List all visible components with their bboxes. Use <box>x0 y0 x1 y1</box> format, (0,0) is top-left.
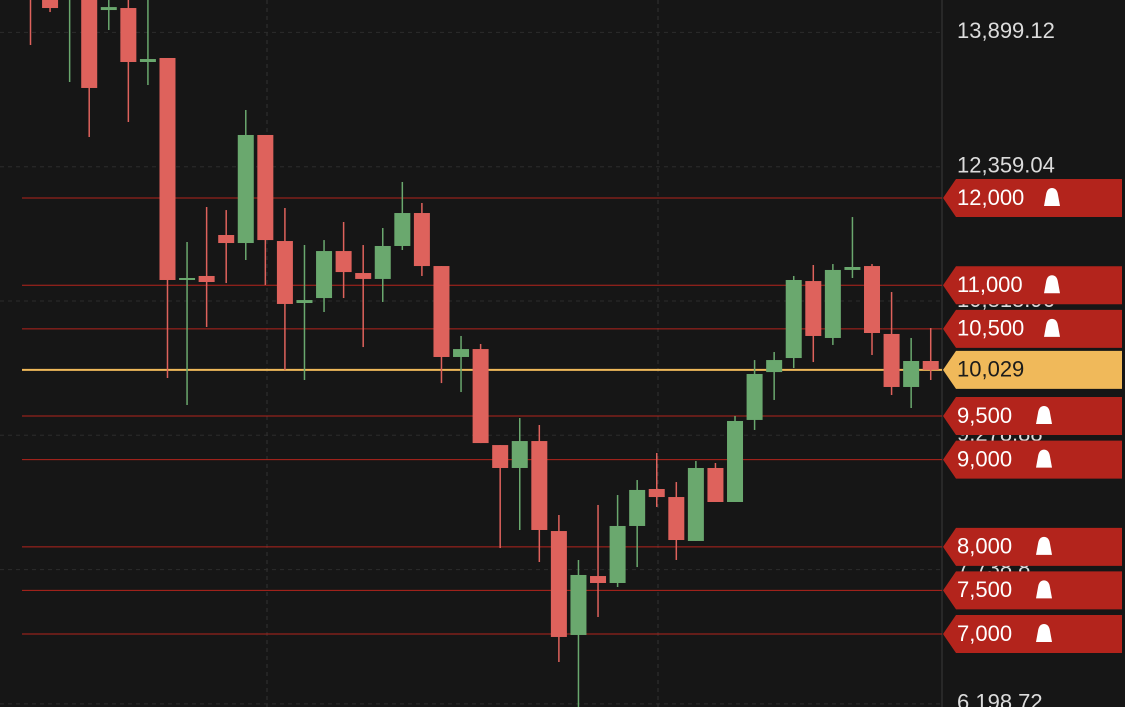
candle-body <box>296 300 313 304</box>
alert-badge <box>943 527 1122 566</box>
alert-label: 10,500 <box>957 316 1024 341</box>
alert-label: 9,000 <box>957 446 1012 471</box>
candle-body <box>785 279 802 359</box>
candle-body <box>570 574 587 635</box>
alert-label: 11,000 <box>957 272 1023 297</box>
bell-icon <box>1044 275 1060 294</box>
candle-body <box>81 0 98 88</box>
candle-body <box>824 269 841 338</box>
candle-body <box>42 0 59 9</box>
candle-body <box>316 251 333 299</box>
alert-badge <box>943 309 1122 348</box>
candle-body <box>492 445 509 468</box>
y-tick-label: 13,899.12 <box>957 18 1055 43</box>
candle-body <box>844 266 861 270</box>
candle-body <box>198 275 215 282</box>
candle-body <box>609 525 626 584</box>
candle-body <box>707 467 724 502</box>
alert-badge <box>943 266 1122 305</box>
candle-body <box>922 360 939 370</box>
candle-body <box>531 441 548 530</box>
candle-body <box>355 273 372 279</box>
alert-label: 7,500 <box>957 577 1012 602</box>
bell-icon <box>1044 188 1060 207</box>
candle-body <box>648 489 665 498</box>
candle-body <box>257 134 274 241</box>
candle-body <box>276 241 293 304</box>
alert-badge <box>943 179 1122 218</box>
candle-body <box>883 333 900 387</box>
bell-icon <box>1036 406 1052 425</box>
candle-body <box>805 281 822 336</box>
candle-body <box>179 277 196 280</box>
bell-icon <box>1036 536 1052 555</box>
alert-badge <box>943 440 1122 479</box>
bell-icon <box>1036 580 1052 599</box>
candle-body <box>727 420 744 502</box>
candles <box>29 0 939 707</box>
candle-body <box>903 360 920 387</box>
candle-body <box>453 349 470 357</box>
candle-body <box>139 59 156 62</box>
candle-body <box>413 213 430 267</box>
candle-body <box>864 266 881 334</box>
alert-label: 9,500 <box>957 403 1012 428</box>
y-tick-label: 6,198.72 <box>957 690 1043 707</box>
candle-body <box>550 531 567 637</box>
candle-body <box>159 57 176 280</box>
alert-label: 7,000 <box>957 621 1012 646</box>
candle-body <box>237 134 254 244</box>
candle-body <box>433 266 450 357</box>
candle-body <box>511 441 528 468</box>
candle-body <box>629 489 646 526</box>
alert-badge <box>943 397 1122 436</box>
bell-icon <box>1036 449 1052 468</box>
candle-body <box>335 251 352 273</box>
last-price-label: 10,029 <box>957 357 1024 382</box>
candle-body <box>590 576 607 584</box>
candle-body <box>472 349 489 444</box>
candle-body <box>766 360 783 373</box>
candle-body <box>746 373 763 420</box>
candle-body <box>218 234 235 244</box>
price-badges: 12,000 11,000 10,500 9,500 9,000 8,000 7,500 7,… <box>943 179 1122 654</box>
alert-badge <box>943 571 1122 610</box>
candle-body <box>120 8 137 62</box>
grid-layer <box>0 31 942 705</box>
bell-icon <box>1036 624 1052 643</box>
last-price-badge <box>943 350 1122 389</box>
candle-body <box>668 497 685 541</box>
candle-body <box>100 7 117 11</box>
candle-body <box>374 245 391 279</box>
y-tick-label: 12,359.04 <box>957 153 1055 178</box>
bell-icon <box>1044 318 1060 337</box>
candle-body <box>687 467 704 541</box>
candle-body <box>394 213 411 246</box>
alert-label: 8,000 <box>957 534 1012 559</box>
alert-label: 12,000 <box>957 185 1024 210</box>
alert-badge <box>943 615 1122 654</box>
